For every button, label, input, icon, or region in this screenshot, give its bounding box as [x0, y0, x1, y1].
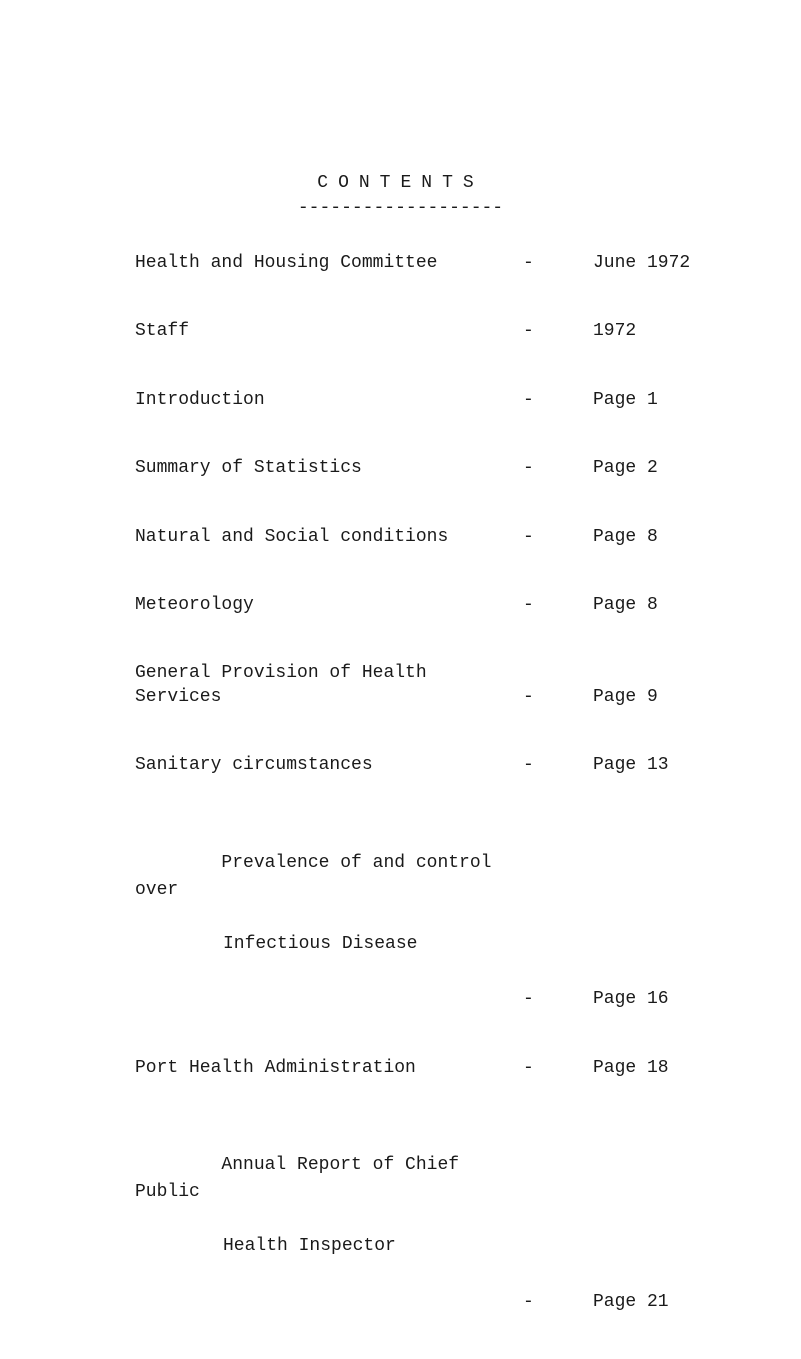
toc-dash: -	[523, 252, 593, 275]
toc-label: General Provision of Health Services	[135, 662, 523, 709]
toc-row: Meteorology - Page 8	[135, 594, 700, 617]
toc-label: Summary of Statistics	[135, 457, 523, 480]
toc-row: Sanitary circumstances - Page 13	[135, 754, 700, 777]
toc-dash: -	[523, 320, 593, 343]
toc-row: Natural and Social conditions - Page 8	[135, 526, 700, 549]
toc-label: Staff	[135, 320, 523, 343]
toc-label-line2: Infectious Disease	[135, 931, 523, 958]
toc-pageref: Page 2	[593, 457, 700, 480]
toc-pageref: Page 8	[593, 594, 700, 617]
toc-pageref: June 1972	[593, 252, 700, 275]
toc-label: Sanitary circumstances	[135, 754, 523, 777]
toc-label: Introduction	[135, 389, 523, 412]
toc-dash: -	[523, 457, 593, 480]
toc-label: Port Health Administration	[135, 1057, 523, 1080]
table-of-contents: Health and Housing Committee - June 1972…	[135, 252, 700, 1359]
toc-row: Annual Report of Chief Public Health Ins…	[135, 1125, 700, 1314]
toc-pageref: Page 13	[593, 754, 700, 777]
title-block: CONTENTS -------------------	[0, 172, 801, 221]
toc-pageref: Page 18	[593, 1057, 700, 1080]
toc-label-line1: Prevalence of and control over	[135, 853, 502, 900]
toc-dash: -	[523, 594, 593, 617]
toc-label: Meteorology	[135, 594, 523, 617]
toc-dash: -	[523, 526, 593, 549]
toc-label: Health and Housing Committee	[135, 252, 523, 275]
toc-dash: -	[523, 1291, 593, 1314]
toc-pageref: Page 8	[593, 526, 700, 549]
toc-row: Introduction - Page 1	[135, 389, 700, 412]
toc-label-line1: Annual Report of Chief Public	[135, 1155, 470, 1202]
document-page: CONTENTS ------------------- Health and …	[0, 0, 801, 1082]
toc-label-line2: Health Inspector	[135, 1233, 523, 1260]
toc-dash: -	[523, 389, 593, 412]
toc-label: Annual Report of Chief Public Health Ins…	[135, 1125, 523, 1314]
toc-pageref: 1972	[593, 320, 700, 343]
toc-pageref: Page 9	[593, 686, 700, 709]
title-rule: -------------------	[298, 197, 503, 220]
toc-pageref: Page 16	[593, 988, 700, 1011]
toc-pageref: Page 21	[593, 1291, 700, 1314]
toc-dash: -	[523, 686, 593, 709]
toc-dash: -	[523, 988, 593, 1011]
toc-label: Natural and Social conditions	[135, 526, 523, 549]
toc-row: General Provision of Health Services - P…	[135, 662, 700, 709]
toc-row: Staff - 1972	[135, 320, 700, 343]
page-title: CONTENTS	[317, 172, 483, 195]
toc-dash: -	[523, 1057, 593, 1080]
toc-row: Summary of Statistics - Page 2	[135, 457, 700, 480]
toc-dash: -	[523, 754, 593, 777]
toc-row: Prevalence of and control over Infectiou…	[135, 823, 700, 1012]
toc-pageref: Page 1	[593, 389, 700, 412]
toc-row: Health and Housing Committee - June 1972	[135, 252, 700, 275]
toc-label: Prevalence of and control over Infectiou…	[135, 823, 523, 1012]
toc-row: Port Health Administration - Page 18	[135, 1057, 700, 1080]
